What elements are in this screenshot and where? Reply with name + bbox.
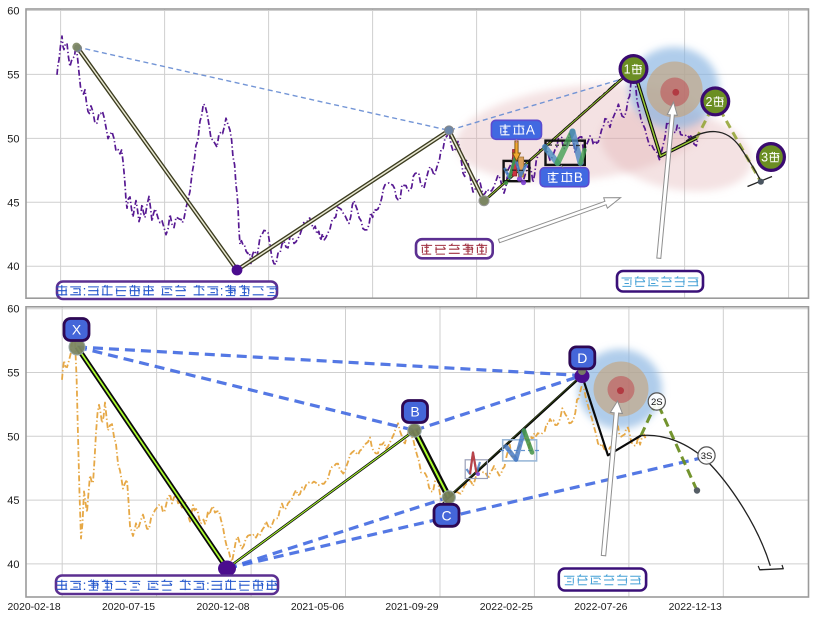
svg-text:40: 40 [7, 559, 19, 571]
svg-text:C: C [441, 507, 451, 523]
svg-text:1: 1 [624, 63, 631, 77]
svg-text:50: 50 [7, 431, 19, 443]
svg-text:3S: 3S [701, 451, 713, 462]
svg-text:2022-12-13: 2022-12-13 [669, 602, 722, 613]
svg-text::: : [83, 283, 87, 298]
svg-text:45: 45 [7, 495, 19, 507]
svg-text:60: 60 [7, 5, 19, 17]
svg-text::: : [220, 283, 224, 298]
svg-text:2021-05-06: 2021-05-06 [291, 602, 344, 613]
svg-text:3: 3 [761, 151, 768, 165]
svg-text:40: 40 [7, 261, 19, 273]
svg-text:A: A [526, 123, 535, 138]
svg-text:2020-07-15: 2020-07-15 [102, 602, 155, 613]
svg-text:2020-02-18: 2020-02-18 [8, 602, 61, 613]
svg-text:45: 45 [7, 197, 19, 209]
svg-text:55: 55 [7, 368, 19, 380]
svg-text::: : [83, 578, 87, 593]
svg-text:2: 2 [705, 95, 712, 109]
svg-text:2022-07-26: 2022-07-26 [574, 602, 627, 613]
svg-text::: : [206, 578, 210, 593]
svg-text:2S: 2S [651, 397, 663, 408]
svg-text:X: X [72, 322, 82, 338]
svg-text:2021-09-29: 2021-09-29 [385, 602, 438, 613]
svg-text:60: 60 [7, 304, 19, 316]
svg-text:2022-02-25: 2022-02-25 [480, 602, 533, 613]
svg-text:B: B [410, 404, 419, 420]
svg-text:B: B [574, 170, 583, 185]
svg-text:D: D [577, 350, 587, 366]
svg-text:55: 55 [7, 69, 19, 81]
svg-text:50: 50 [7, 133, 19, 145]
svg-text:2020-12-08: 2020-12-08 [196, 602, 249, 613]
